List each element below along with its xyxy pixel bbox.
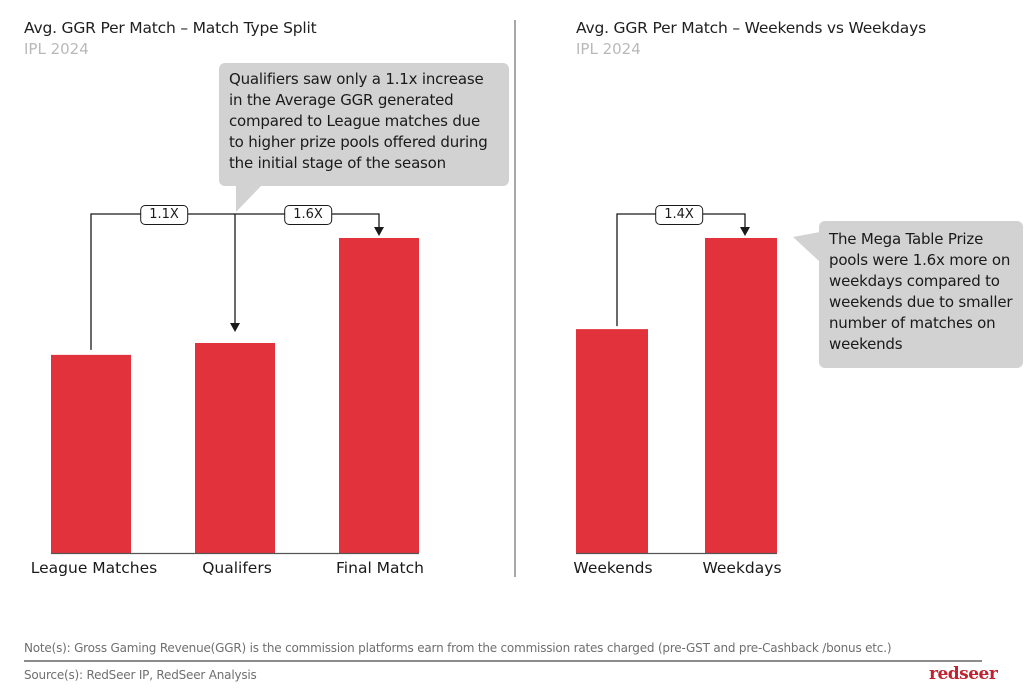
bar-league-matches bbox=[51, 354, 131, 553]
footer-source: Source(s): RedSeer IP, RedSeer Analysis bbox=[24, 668, 257, 682]
right-chart-title: Avg. GGR Per Match – Weekends vs Weekday… bbox=[576, 19, 926, 37]
x-label-league-matches: League Matches bbox=[30, 559, 158, 577]
redseer-logo: redseer bbox=[929, 664, 998, 684]
footer-note: Note(s): Gross Gaming Revenue(GGR) is th… bbox=[24, 641, 892, 655]
bar-weekends bbox=[576, 329, 648, 553]
multiplier-badge-final: 1.6X bbox=[284, 205, 332, 225]
footer-divider bbox=[24, 660, 982, 662]
right-chart-bars bbox=[576, 237, 777, 555]
x-label-final-match: Final Match bbox=[336, 559, 424, 577]
left-chart-title: Avg. GGR Per Match – Match Type Split bbox=[24, 19, 317, 37]
left-chart-subtitle: IPL 2024 bbox=[24, 40, 89, 58]
right-callout-pointer bbox=[793, 232, 820, 262]
left-callout-pointer bbox=[236, 185, 262, 212]
right-callout: The Mega Table Prize pools were 1.6x mor… bbox=[819, 221, 1023, 368]
multiplier-badge-qualifiers: 1.1X bbox=[140, 205, 188, 225]
bar-qualifers bbox=[195, 342, 275, 553]
bar-final-match bbox=[339, 237, 419, 553]
arrow-down-icon bbox=[374, 226, 384, 236]
left-callout: Qualifiers saw only a 1.1x increase in t… bbox=[219, 63, 509, 186]
x-label-qualifers: Qualifers bbox=[202, 559, 272, 577]
multiplier-badge-weekdays: 1.4X bbox=[655, 205, 703, 225]
multiplier-connectors bbox=[90, 213, 750, 350]
arrow-down-icon bbox=[740, 226, 750, 236]
bar-weekdays bbox=[705, 237, 777, 553]
left-chart-bars bbox=[51, 237, 419, 555]
panel-divider bbox=[514, 20, 516, 577]
x-label-weekdays: Weekdays bbox=[702, 559, 782, 577]
arrow-down-icon bbox=[230, 322, 240, 332]
right-chart-subtitle: IPL 2024 bbox=[576, 40, 641, 58]
x-label-weekends: Weekends bbox=[573, 559, 653, 577]
